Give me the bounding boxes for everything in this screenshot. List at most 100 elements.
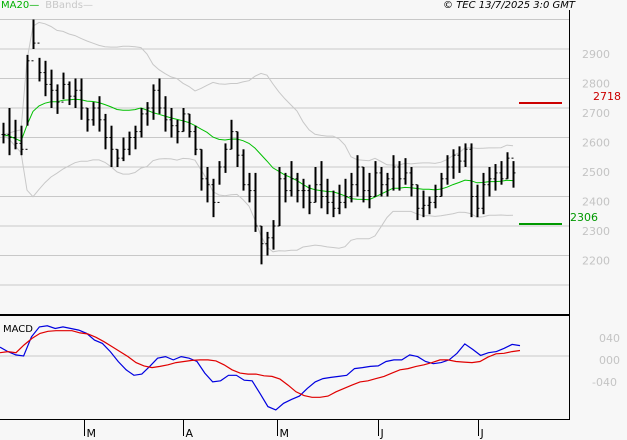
y-tick-label: 2900 [582, 48, 610, 61]
price-bar [127, 131, 132, 156]
macd-title: MACD [3, 324, 33, 335]
price-bar [109, 125, 114, 167]
price-bar [1, 122, 6, 144]
price-bar [73, 78, 78, 108]
price-bar [373, 161, 378, 197]
y-tick-label: 2400 [582, 196, 610, 209]
price-bar [175, 119, 180, 144]
price-bar [475, 184, 480, 218]
signal-line [0, 330, 521, 398]
price-bar [319, 161, 324, 209]
price-bar [451, 149, 456, 179]
support-label: 2306 [570, 211, 598, 224]
x-tick-label: A [186, 427, 194, 440]
price-bar [211, 178, 216, 218]
price-bar [91, 102, 96, 126]
price-bar [427, 196, 432, 215]
price-bar [223, 143, 228, 173]
price-bar [271, 220, 276, 250]
macd-y-tick-label: 000 [599, 354, 620, 367]
price-bar [97, 96, 102, 132]
resistance-label: 2718 [593, 90, 621, 103]
legend: MA20— BBands— [1, 0, 93, 12]
price-bar [61, 72, 66, 103]
price-bar [457, 146, 462, 173]
price-bar [19, 125, 24, 156]
price-bar [31, 19, 36, 62]
price-bar [241, 149, 246, 191]
price-bar [343, 178, 348, 209]
price-bar [199, 148, 204, 191]
price-bar [169, 108, 174, 138]
price-bar [367, 172, 372, 209]
price-bar [247, 172, 252, 203]
copyright-timestamp: © TEC 13/7/2025 3:0 GMT [443, 0, 575, 11]
bollinger-bands [2, 21, 514, 253]
ma20-label: MA20 [1, 0, 30, 11]
macd-y-tick-label: 040 [599, 332, 620, 345]
price-bar [181, 108, 186, 133]
price-bar [115, 148, 120, 167]
price-bar [67, 81, 72, 106]
price-bar [349, 172, 354, 203]
legend-ma20: MA20— [1, 0, 39, 11]
bbands-label: BBands [45, 0, 83, 11]
gridlines: 2200 2300 2400 2500 2600 2700 2800 2900 [0, 19, 610, 286]
price-bar [397, 161, 402, 191]
price-bar [493, 164, 498, 191]
price-bar [157, 78, 162, 114]
ma20-polyline [2, 98, 514, 201]
x-tick-label: J [380, 427, 384, 440]
price-bar [139, 108, 144, 138]
price-bar [511, 157, 516, 188]
price-bar [151, 84, 156, 120]
price-bar [103, 113, 108, 150]
price-bar [133, 125, 138, 150]
bbands-swatch: — [82, 0, 93, 11]
price-bar [403, 158, 408, 185]
price-bar [277, 167, 282, 227]
y-tick-label: 2200 [582, 255, 610, 268]
price-bar [481, 172, 486, 215]
price-bar [205, 167, 210, 203]
price-bar [487, 167, 492, 197]
price-bar [361, 166, 366, 203]
macd-y-tick-label: -040 [592, 376, 617, 389]
y-tick-label: 2700 [582, 107, 610, 120]
price-bar [283, 172, 288, 203]
price-bar [421, 190, 426, 218]
ma20-line [2, 98, 514, 201]
reference-lines: 2718 2306 [519, 90, 621, 225]
price-bar [499, 161, 504, 185]
price-bar [505, 152, 510, 180]
price-bar [259, 225, 264, 265]
price-bar [355, 155, 360, 197]
price-bar [307, 184, 312, 215]
price-bar [469, 143, 474, 218]
y-tick-label: 2600 [582, 137, 610, 150]
price-bar [391, 155, 396, 191]
price-bar [415, 184, 420, 221]
price-bar [187, 113, 192, 138]
price-bar [79, 78, 84, 120]
price-bar [229, 119, 234, 150]
price-bar [37, 42, 42, 82]
price-bar [49, 69, 54, 108]
price-bar [43, 60, 48, 97]
price-bar [409, 167, 414, 197]
price-bar [25, 54, 30, 150]
y-tick-label: 2300 [582, 225, 610, 238]
price-bar [439, 172, 444, 197]
price-bar [337, 184, 342, 215]
price-bar [13, 119, 18, 150]
price-bar [445, 155, 450, 185]
price-bar [433, 184, 438, 209]
price-bar [289, 161, 294, 197]
macd-panel: MACD 040 000 -040 [0, 324, 620, 411]
ma20-swatch: — [29, 0, 40, 11]
legend-bbands: BBands— [45, 0, 93, 11]
x-tick-label: M [87, 427, 97, 440]
price-bar [325, 178, 330, 215]
